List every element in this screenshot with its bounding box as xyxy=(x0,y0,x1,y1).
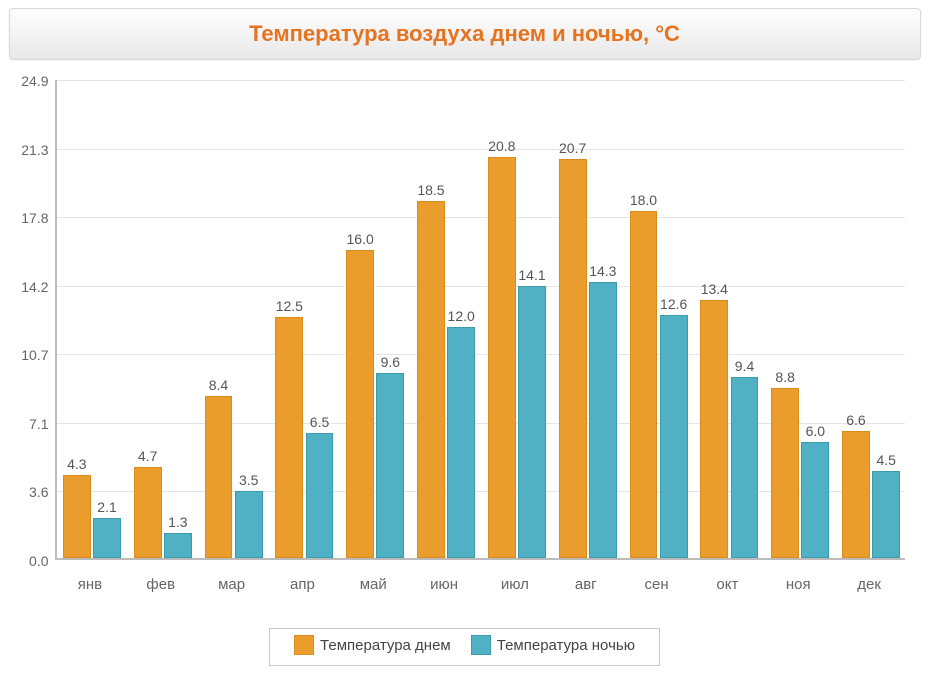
bar: 6.5 xyxy=(306,433,334,558)
x-axis-label: янв xyxy=(78,576,102,593)
bar: 9.4 xyxy=(731,377,759,558)
bar-value-label: 8.8 xyxy=(775,369,794,385)
bar-value-label: 18.0 xyxy=(630,192,657,208)
bar-value-label: 9.6 xyxy=(381,354,400,370)
bar: 14.3 xyxy=(589,282,617,558)
bar: 3.5 xyxy=(235,491,263,558)
bar: 6.0 xyxy=(801,442,829,558)
y-axis-label: 3.6 xyxy=(29,484,48,500)
chart-title: Температура воздуха днем и ночью, °C xyxy=(249,21,680,46)
x-axis-label: фев xyxy=(146,576,175,593)
y-axis-label: 7.1 xyxy=(29,416,48,432)
bar-value-label: 9.4 xyxy=(735,358,754,374)
legend-item: Температура днем xyxy=(294,635,451,655)
bar: 18.0 xyxy=(630,211,658,558)
chart-wrapper: Температура воздуха днем и ночью, °C 0.0… xyxy=(9,8,921,666)
y-axis-label: 21.3 xyxy=(21,142,48,158)
bar: 4.3 xyxy=(63,475,91,558)
bar-value-label: 4.3 xyxy=(67,456,86,472)
legend-item: Температура ночью xyxy=(471,635,635,655)
chart-title-box: Температура воздуха днем и ночью, °C xyxy=(9,8,921,60)
plot-region: 0.03.67.110.714.217.821.324.94.32.14.71.… xyxy=(55,80,905,560)
bar-value-label: 2.1 xyxy=(97,499,116,515)
bar: 4.5 xyxy=(872,471,900,558)
legend-label: Температура днем xyxy=(320,637,451,654)
gridline: 21.3 xyxy=(57,149,905,150)
x-axis-label: окт xyxy=(716,576,738,593)
bar-value-label: 20.7 xyxy=(559,140,586,156)
y-axis-label: 17.8 xyxy=(21,210,48,226)
bar-value-label: 14.3 xyxy=(589,263,616,279)
legend-swatch xyxy=(294,635,314,655)
bar: 20.7 xyxy=(559,159,587,558)
gridline: 17.8 xyxy=(57,217,905,218)
x-axis-label: июн xyxy=(430,576,458,593)
bar-value-label: 6.6 xyxy=(846,412,865,428)
bar-value-label: 1.3 xyxy=(168,514,187,530)
bar: 6.6 xyxy=(842,431,870,558)
x-axis-label: дек xyxy=(857,576,881,593)
x-axis-label: авг xyxy=(575,576,597,593)
bar: 9.6 xyxy=(376,373,404,558)
bar: 8.8 xyxy=(771,388,799,558)
x-axis-label: ноя xyxy=(786,576,811,593)
bar: 8.4 xyxy=(205,396,233,558)
y-axis-label: 24.9 xyxy=(21,73,48,89)
gridline: 0.0 xyxy=(57,560,905,561)
bar-value-label: 6.0 xyxy=(806,423,825,439)
bar-value-label: 20.8 xyxy=(488,138,515,154)
legend-label: Температура ночью xyxy=(497,637,635,654)
x-axis-label: май xyxy=(360,576,387,593)
bar: 12.5 xyxy=(275,317,303,558)
bar: 18.5 xyxy=(417,201,445,558)
bar: 13.4 xyxy=(700,300,728,558)
bar: 14.1 xyxy=(518,286,546,558)
bar-value-label: 12.6 xyxy=(660,296,687,312)
bar: 2.1 xyxy=(93,518,121,558)
x-axis-label: мар xyxy=(218,576,245,593)
bar: 16.0 xyxy=(346,250,374,558)
bar-value-label: 12.0 xyxy=(448,308,475,324)
bar: 1.3 xyxy=(164,533,192,558)
legend: Температура днем Температура ночью xyxy=(269,628,660,666)
legend-row: Температура днем Температура ночью xyxy=(9,628,921,666)
bar: 12.6 xyxy=(660,315,688,558)
bar-value-label: 4.5 xyxy=(876,452,895,468)
bar-value-label: 6.5 xyxy=(310,414,329,430)
bar-value-label: 14.1 xyxy=(518,267,545,283)
bar-value-label: 12.5 xyxy=(276,298,303,314)
bar-value-label: 4.7 xyxy=(138,448,157,464)
y-axis-label: 14.2 xyxy=(21,279,48,295)
bar: 12.0 xyxy=(447,327,475,558)
bar: 20.8 xyxy=(488,157,516,558)
bar-value-label: 8.4 xyxy=(209,377,228,393)
x-axis-label: июл xyxy=(501,576,529,593)
bar-value-label: 3.5 xyxy=(239,472,258,488)
gridline: 10.7 xyxy=(57,354,905,355)
chart-area: 0.03.67.110.714.217.821.324.94.32.14.71.… xyxy=(9,80,921,590)
x-axis-label: апр xyxy=(290,576,315,593)
bar-value-label: 18.5 xyxy=(417,182,444,198)
legend-swatch xyxy=(471,635,491,655)
bar-value-label: 13.4 xyxy=(701,281,728,297)
bar-value-label: 16.0 xyxy=(347,231,374,247)
x-axis-label: сен xyxy=(645,576,669,593)
y-axis-label: 0.0 xyxy=(29,553,48,569)
gridline: 14.2 xyxy=(57,286,905,287)
gridline: 24.9 xyxy=(57,80,905,81)
bar: 4.7 xyxy=(134,467,162,558)
y-axis-label: 10.7 xyxy=(21,347,48,363)
